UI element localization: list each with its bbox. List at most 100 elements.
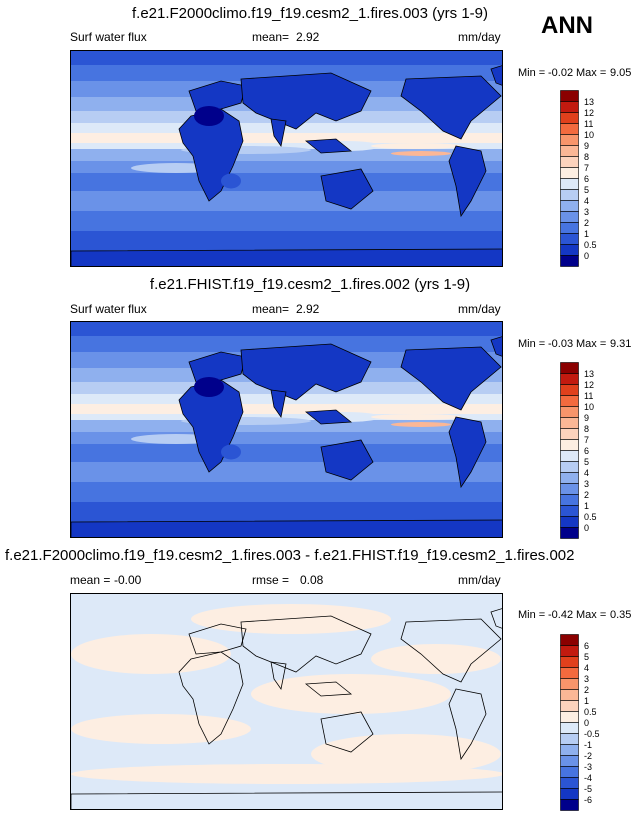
panel1-map: [70, 50, 503, 267]
colorbar-swatch: [560, 134, 579, 146]
field-feature: [391, 151, 451, 156]
panel1-variable: Surf water flux: [70, 30, 147, 44]
panel2-min-label: Min =: [518, 338, 546, 350]
colorbar-swatch: [560, 766, 579, 778]
colorbar-swatch: [560, 678, 579, 690]
colorbar-swatch: [560, 689, 579, 701]
colorbar-tick-label: -0.5: [584, 729, 600, 739]
colorbar-swatch: [560, 233, 579, 245]
panel3-map: [70, 593, 503, 810]
colorbar-tick-label: 11: [584, 119, 593, 129]
field-band: [71, 394, 502, 404]
field-band: [71, 123, 502, 133]
colorbar-tick-label: 4: [584, 196, 589, 206]
land-outline: [490, 608, 502, 629]
colorbar-swatch: [560, 406, 579, 418]
panel3-max-label: Max =: [576, 609, 607, 621]
colorbar-swatch: [560, 211, 579, 223]
panel1-min-label: Min =: [518, 67, 546, 79]
field-feature: [71, 714, 251, 744]
colorbar-swatch: [560, 222, 579, 234]
field-band: [71, 462, 502, 482]
field-band: [71, 336, 502, 352]
field-feature: [391, 422, 451, 427]
field-band: [71, 211, 502, 231]
land-outline: [304, 409, 353, 425]
field-band: [71, 404, 502, 414]
land-outline: [188, 623, 247, 655]
field-feature: [71, 634, 231, 674]
colorbar-tick-label: 2: [584, 685, 589, 695]
colorbar-tick-label: 2: [584, 218, 589, 228]
panel3-min-label: Min =: [518, 609, 546, 621]
colorbar-swatch: [560, 255, 579, 267]
colorbar-swatch: [560, 395, 579, 407]
colorbar-swatch: [560, 799, 579, 811]
colorbar-tick-label: 4: [584, 468, 589, 478]
colorbar-swatch: [560, 516, 579, 528]
land-outline: [270, 661, 287, 690]
land-outline: [240, 343, 372, 401]
panel3-title: f.e21.F2000climo.f19_f19.cesm2_1.fires.0…: [5, 547, 575, 564]
colorbar-swatch: [560, 90, 579, 102]
land-outline: [71, 519, 502, 537]
land-outline: [270, 389, 287, 418]
field-band: [71, 65, 502, 81]
colorbar-tick-label: -6: [584, 795, 592, 805]
map-svg: [71, 594, 502, 809]
land-outline: [490, 336, 502, 357]
colorbar-tick-label: 0: [584, 718, 589, 728]
field-band: [71, 444, 502, 462]
panel1-min-value: -0.02: [548, 67, 574, 79]
land-outline: [400, 75, 502, 140]
land-outline: [320, 168, 374, 210]
colorbar-swatch: [560, 656, 579, 668]
land-feature: [194, 106, 224, 126]
field-band: [71, 420, 502, 432]
panel2-units: mm/day: [458, 302, 501, 316]
panel2-max-value: 9.31: [610, 338, 632, 350]
colorbar-swatch: [560, 373, 579, 385]
colorbar-swatch: [560, 417, 579, 429]
land-outline: [448, 145, 487, 218]
field-feature: [371, 143, 461, 149]
colorbar-swatch: [560, 439, 579, 451]
land-outline: [400, 618, 502, 683]
colorbar-swatch: [560, 450, 579, 462]
colorbar-tick-label: 1: [584, 501, 589, 511]
colorbar-tick-label: 10: [584, 130, 594, 140]
land-outline: [71, 791, 502, 809]
panel3-rmse-value: 0.08: [300, 573, 324, 587]
land-outline: [304, 138, 353, 154]
colorbar-tick-label: 3: [584, 479, 589, 489]
land-outline: [320, 711, 374, 753]
colorbar-swatch: [560, 733, 579, 745]
colorbar-swatch: [560, 244, 579, 256]
field-band: [71, 133, 502, 143]
colorbar-tick-label: 0: [584, 251, 589, 261]
land-feature: [221, 444, 241, 460]
field-band: [71, 231, 502, 251]
colorbar-tick-label: 11: [584, 391, 593, 401]
panel3-mean-label: mean =: [70, 573, 111, 587]
colorbar-tick-label: 5: [584, 457, 589, 467]
panel2-variable: Surf water flux: [70, 302, 147, 316]
colorbar-tick-label: 13: [584, 369, 594, 379]
land-outline: [400, 346, 502, 411]
colorbar-swatch: [560, 527, 579, 539]
season-label: ANN: [541, 12, 593, 39]
land-feature: [221, 173, 241, 189]
colorbar-swatch: [560, 200, 579, 212]
panel3-rmse-label: rmse =: [252, 573, 290, 587]
panel3-max-value: 0.35: [610, 609, 632, 621]
colorbar-tick-label: -1: [584, 740, 592, 750]
colorbar-swatch: [560, 700, 579, 712]
colorbar-swatch: [560, 156, 579, 168]
field-feature: [371, 644, 501, 674]
panel2-mean-value: 2.92: [296, 302, 320, 316]
land-outline: [304, 681, 353, 697]
colorbar-swatch: [560, 755, 579, 767]
